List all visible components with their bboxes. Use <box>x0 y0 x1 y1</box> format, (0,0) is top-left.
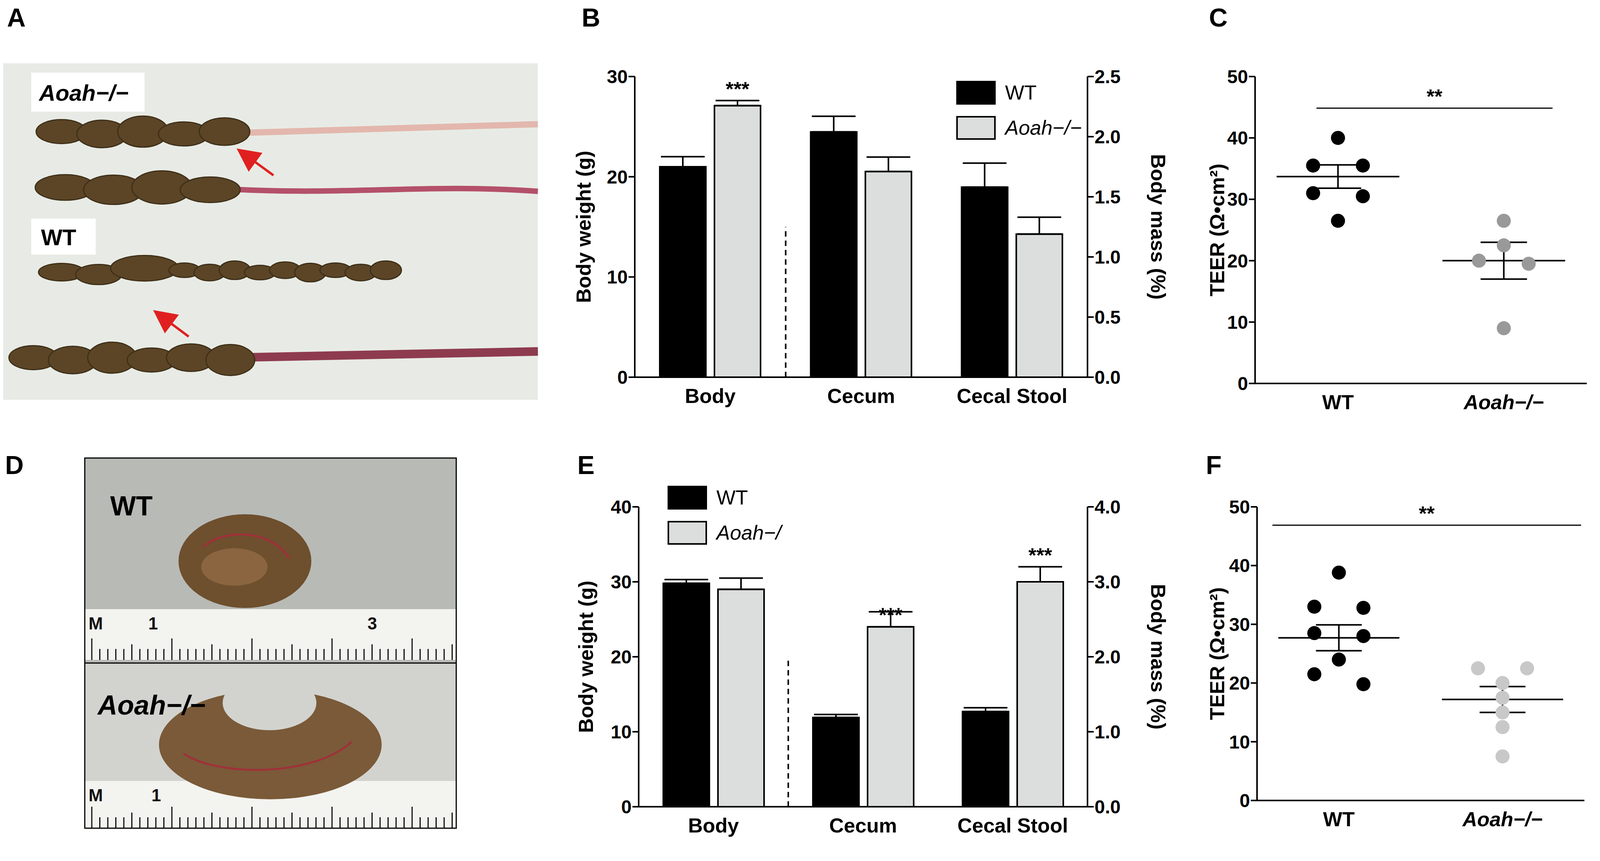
svg-text:D: D <box>5 450 24 480</box>
svg-text:20: 20 <box>1229 673 1250 694</box>
svg-text:50: 50 <box>1227 66 1249 88</box>
svg-text:WT: WT <box>1005 81 1037 104</box>
svg-text:1.0: 1.0 <box>1094 721 1121 743</box>
svg-text:Cecum: Cecum <box>827 384 895 408</box>
svg-text:WT: WT <box>110 491 153 522</box>
svg-text:Aoah−/−: Aoah−/− <box>1461 808 1543 831</box>
svg-text:40: 40 <box>1227 127 1249 149</box>
svg-text:1: 1 <box>151 785 161 806</box>
svg-text:20: 20 <box>607 166 628 188</box>
svg-text:Cecal Stool: Cecal Stool <box>957 814 1068 838</box>
svg-text:10: 10 <box>610 721 632 743</box>
svg-text:***: *** <box>1028 544 1053 567</box>
svg-text:3: 3 <box>367 614 377 634</box>
svg-text:WT: WT <box>716 486 749 509</box>
svg-text:2.0: 2.0 <box>1094 126 1121 148</box>
svg-text:0.0: 0.0 <box>1094 367 1121 388</box>
svg-text:0: 0 <box>621 796 632 818</box>
svg-text:0: 0 <box>617 367 628 388</box>
svg-text:B: B <box>581 3 601 33</box>
svg-text:Body: Body <box>684 384 736 408</box>
svg-text:3.0: 3.0 <box>1094 571 1121 593</box>
svg-text:TEER (Ω•cm²): TEER (Ω•cm²) <box>1205 587 1229 721</box>
svg-text:M: M <box>88 614 104 634</box>
svg-text:**: ** <box>1418 502 1435 525</box>
svg-text:Aoah−/−: Aoah−/− <box>1003 116 1083 140</box>
svg-text:***: *** <box>725 77 750 101</box>
svg-text:TEER (Ω•cm²): TEER (Ω•cm²) <box>1205 163 1229 297</box>
svg-text:Cecum: Cecum <box>829 814 897 838</box>
svg-text:4.0: 4.0 <box>1094 496 1121 518</box>
svg-text:Body weight (g): Body weight (g) <box>574 580 598 734</box>
svg-text:20: 20 <box>1227 250 1249 272</box>
svg-text:F: F <box>1205 450 1222 480</box>
svg-text:M: M <box>88 785 104 806</box>
svg-text:10: 10 <box>1229 732 1250 753</box>
svg-text:2.0: 2.0 <box>1094 646 1121 668</box>
svg-text:30: 30 <box>607 66 628 88</box>
svg-text:10: 10 <box>1227 312 1249 333</box>
svg-text:40: 40 <box>1229 555 1250 577</box>
svg-text:WT: WT <box>1323 808 1355 831</box>
svg-text:0: 0 <box>1239 790 1250 812</box>
svg-text:1: 1 <box>148 614 158 634</box>
svg-text:30: 30 <box>1227 189 1249 210</box>
svg-text:WT: WT <box>41 224 77 250</box>
svg-text:A: A <box>7 3 26 33</box>
svg-text:Aoah−/−: Aoah−/− <box>96 690 206 721</box>
svg-text:1.5: 1.5 <box>1094 186 1121 208</box>
svg-text:1.0: 1.0 <box>1094 246 1121 268</box>
svg-text:Body weight (g): Body weight (g) <box>572 150 595 304</box>
svg-text:30: 30 <box>610 571 632 593</box>
svg-text:20: 20 <box>610 646 632 668</box>
svg-text:0.5: 0.5 <box>1094 307 1121 328</box>
svg-text:WT: WT <box>1322 391 1354 414</box>
svg-text:Aoah−/: Aoah−/ <box>715 521 784 545</box>
svg-text:40: 40 <box>610 496 632 518</box>
svg-text:***: *** <box>878 603 903 627</box>
svg-text:**: ** <box>1426 85 1443 108</box>
svg-text:Body mass (%): Body mass (%) <box>1146 584 1170 731</box>
svg-text:Aoah−/−: Aoah−/− <box>38 80 129 106</box>
svg-text:Body: Body <box>688 814 740 838</box>
svg-text:E: E <box>577 450 595 480</box>
svg-text:Aoah−/−: Aoah−/− <box>1462 391 1544 414</box>
svg-text:0.0: 0.0 <box>1094 796 1121 818</box>
svg-text:30: 30 <box>1229 614 1250 636</box>
svg-text:50: 50 <box>1229 496 1250 518</box>
svg-text:Cecal Stool: Cecal Stool <box>956 384 1068 408</box>
svg-text:C: C <box>1208 3 1228 33</box>
svg-text:2.5: 2.5 <box>1094 66 1121 88</box>
svg-text:Body mass (%): Body mass (%) <box>1146 154 1170 300</box>
svg-text:10: 10 <box>607 266 628 288</box>
svg-text:0: 0 <box>1237 373 1249 395</box>
